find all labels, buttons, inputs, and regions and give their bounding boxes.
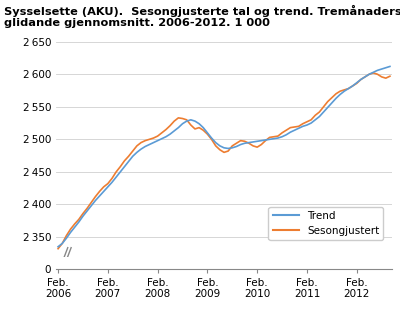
Sesongjustert (342, 88, 347, 92)
Sesongjustert (56, 247, 60, 251)
Legend: Trend, Sesongjustert: Trend, Sesongjustert (268, 207, 384, 240)
Trend (300, 124, 305, 128)
Trend (342, 89, 347, 93)
Sesongjustert (263, 139, 268, 143)
Sesongjustert (300, 122, 305, 126)
Sesongjustert (238, 139, 243, 143)
Line: Trend: Trend (58, 67, 390, 247)
Text: Sysselsette (AKU).  Sesongjusterte tal og trend. Tremånaders: Sysselsette (AKU). Sesongjusterte tal og… (4, 5, 400, 17)
Trend (263, 138, 268, 142)
Sesongjustert (354, 82, 359, 85)
Trend (238, 143, 243, 147)
Trend (354, 81, 359, 84)
Trend (325, 106, 330, 109)
Sesongjustert (325, 100, 330, 103)
Line: Sesongjustert: Sesongjustert (58, 73, 390, 249)
Text: glidande gjennomsnitt. 2006-2012. 1 000: glidande gjennomsnitt. 2006-2012. 1 000 (4, 18, 270, 28)
Sesongjustert (388, 74, 392, 78)
Trend (388, 65, 392, 68)
Trend (56, 245, 60, 249)
Sesongjustert (371, 71, 376, 75)
